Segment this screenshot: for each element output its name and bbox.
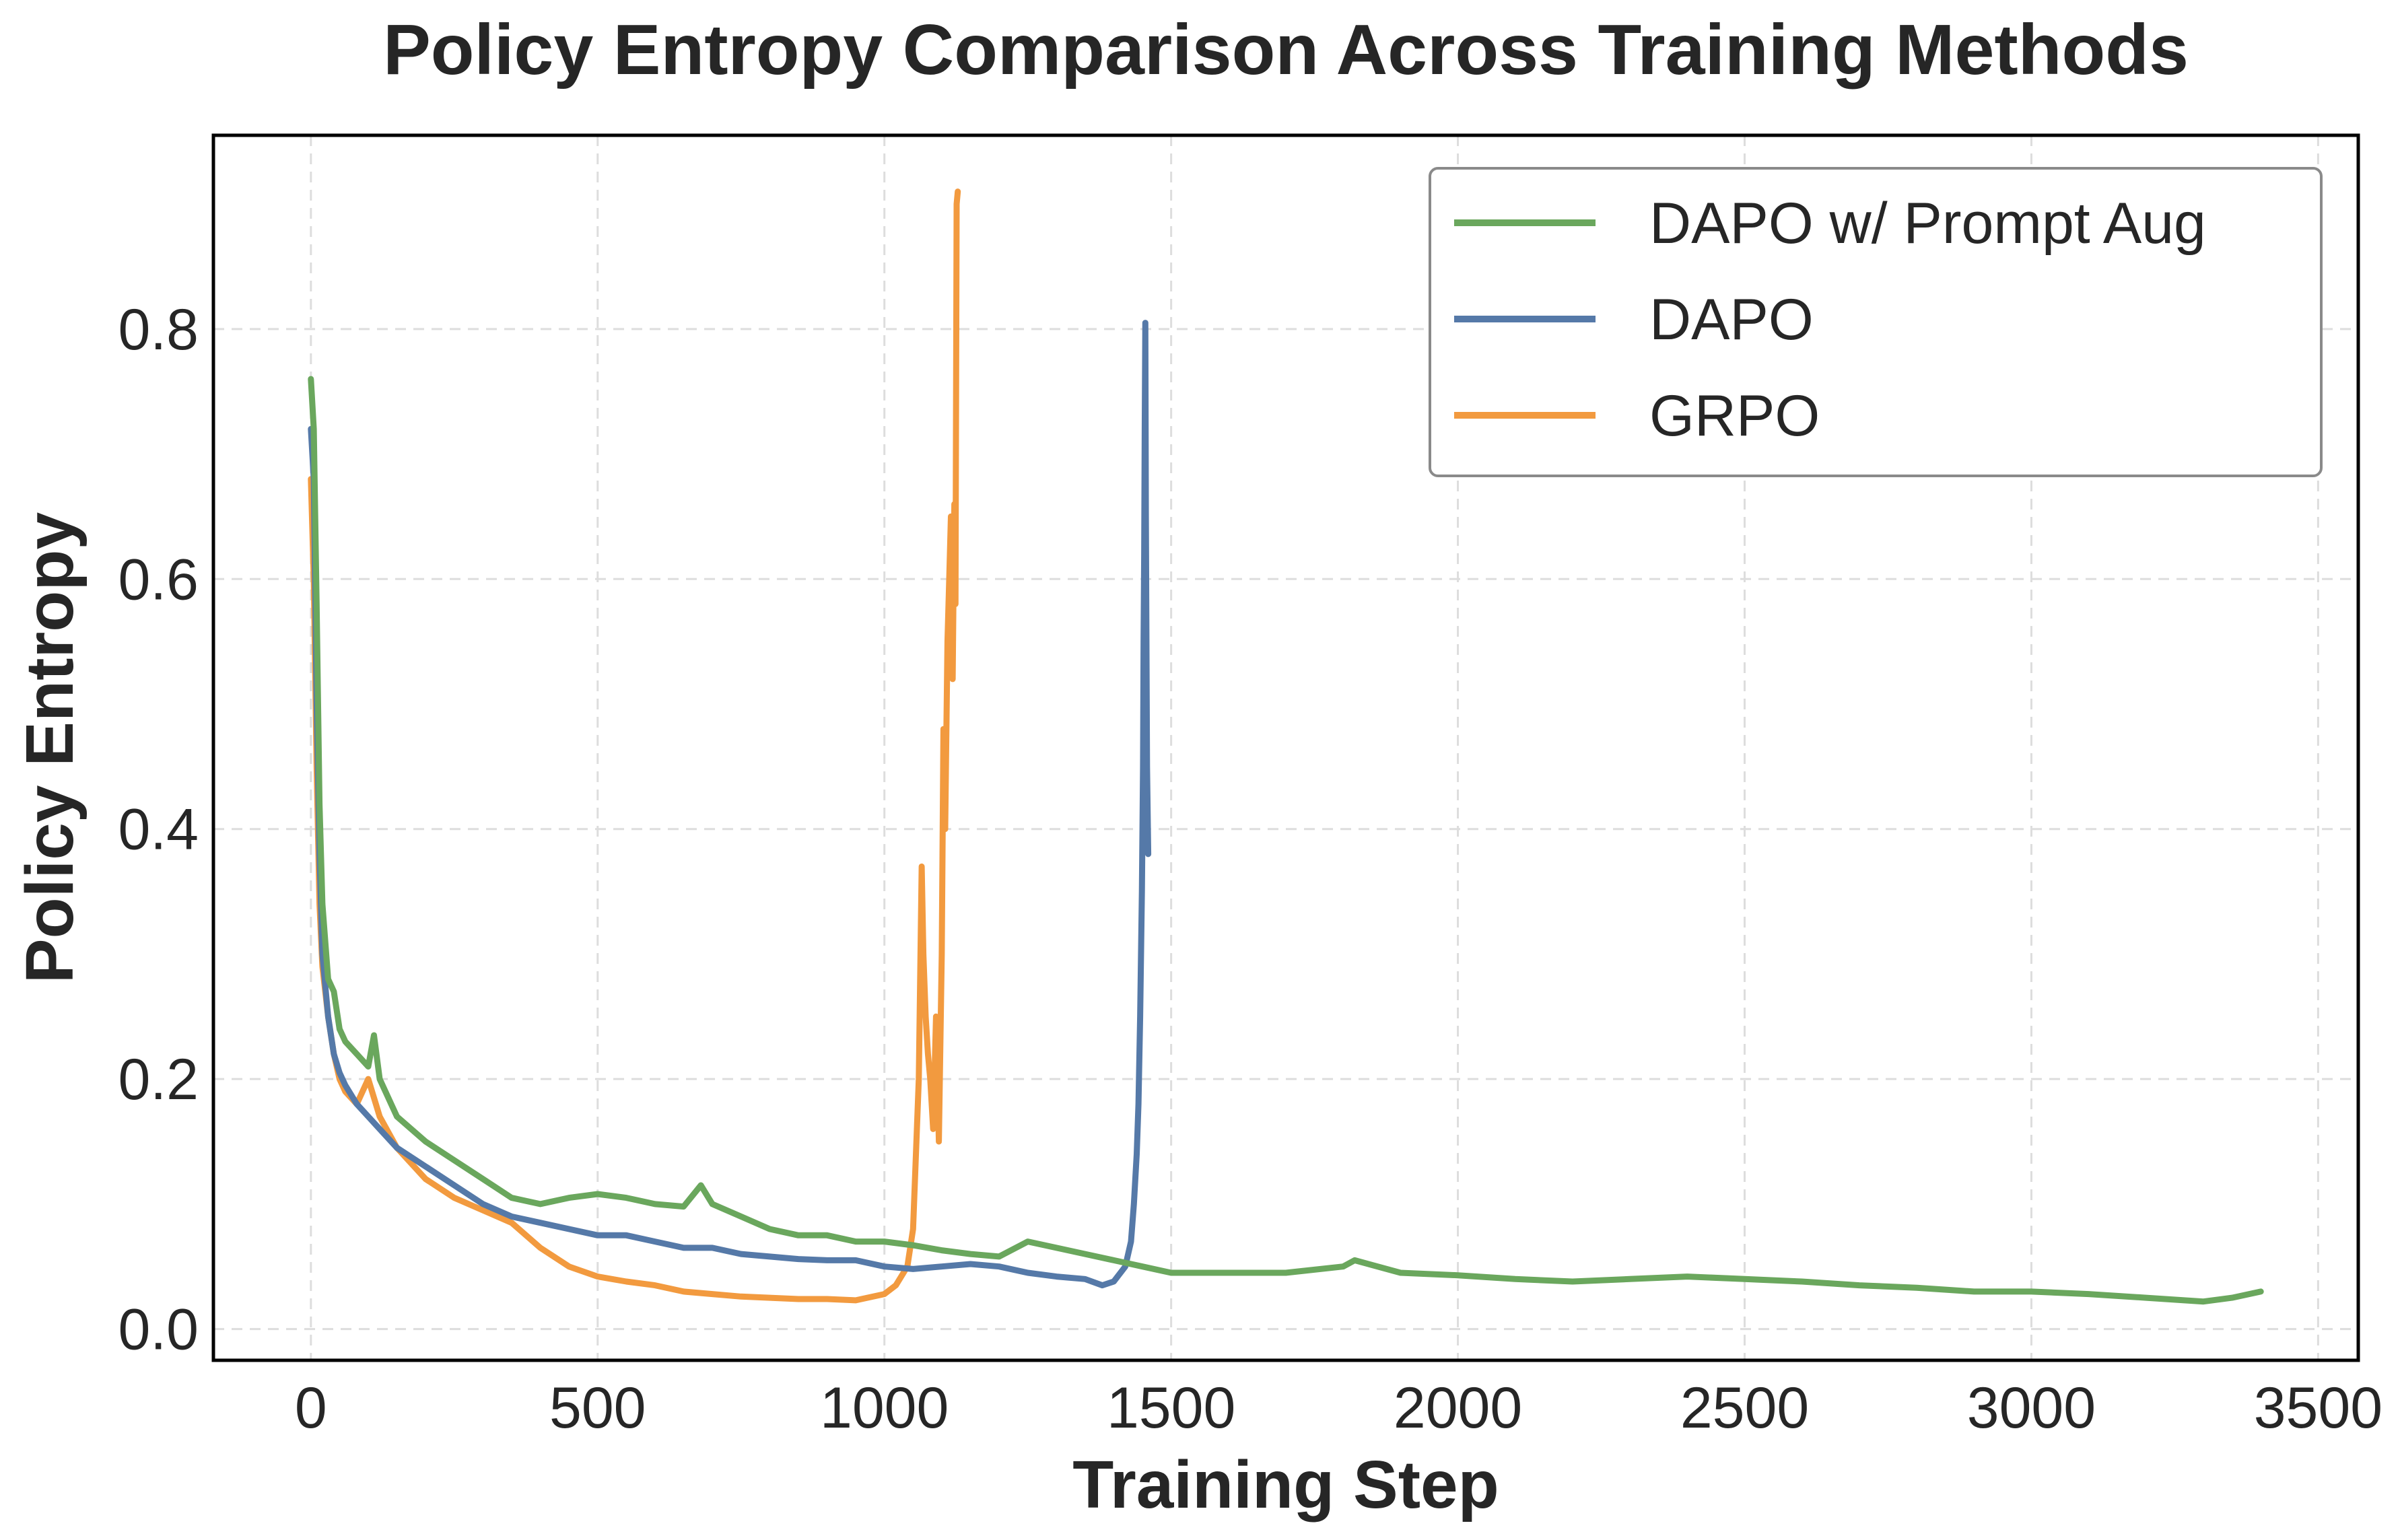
- x-tick-label: 0: [295, 1376, 327, 1440]
- x-axis-label: Training Step: [1072, 1447, 1499, 1523]
- legend-label: DAPO: [1649, 287, 1814, 352]
- legend-label: DAPO w/ Prompt Aug: [1649, 191, 2206, 256]
- x-axis-ticks: 0 500 1000 1500 2000 2500 3000 3500: [295, 1376, 2382, 1440]
- y-axis-label: Policy Entropy: [12, 512, 88, 984]
- x-tick-label: 1500: [1107, 1376, 1235, 1440]
- x-tick-label: 500: [549, 1376, 646, 1440]
- y-tick-label: 0.6: [118, 547, 199, 612]
- data-series: [308, 188, 2264, 1305]
- legend: DAPO w/ Prompt Aug DAPO GRPO: [1429, 167, 2323, 477]
- chart-title: Policy Entropy Comparison Across Trainin…: [383, 10, 2189, 90]
- legend-box: [1429, 167, 2323, 477]
- y-tick-label: 0.4: [118, 798, 199, 862]
- y-tick-label: 0.8: [118, 298, 199, 362]
- plot-frame: [211, 133, 2360, 1362]
- x-tick-label: 2000: [1394, 1376, 1522, 1440]
- series-line-dapo: [308, 320, 1152, 1289]
- series-line-grpo: [308, 188, 961, 1304]
- x-tick-label: 1000: [820, 1376, 949, 1440]
- legend-label: GRPO: [1649, 384, 1820, 448]
- x-tick-label: 2500: [1680, 1376, 1809, 1440]
- x-tick-label: 3000: [1967, 1376, 2096, 1440]
- series-line-dapo-w-prompt-aug: [308, 376, 2264, 1305]
- y-axis-ticks: 0.0 0.2 0.4 0.6 0.8: [118, 298, 199, 1362]
- x-tick-label: 3500: [2254, 1376, 2382, 1440]
- y-tick-label: 0.2: [118, 1047, 199, 1112]
- y-tick-label: 0.0: [118, 1298, 199, 1362]
